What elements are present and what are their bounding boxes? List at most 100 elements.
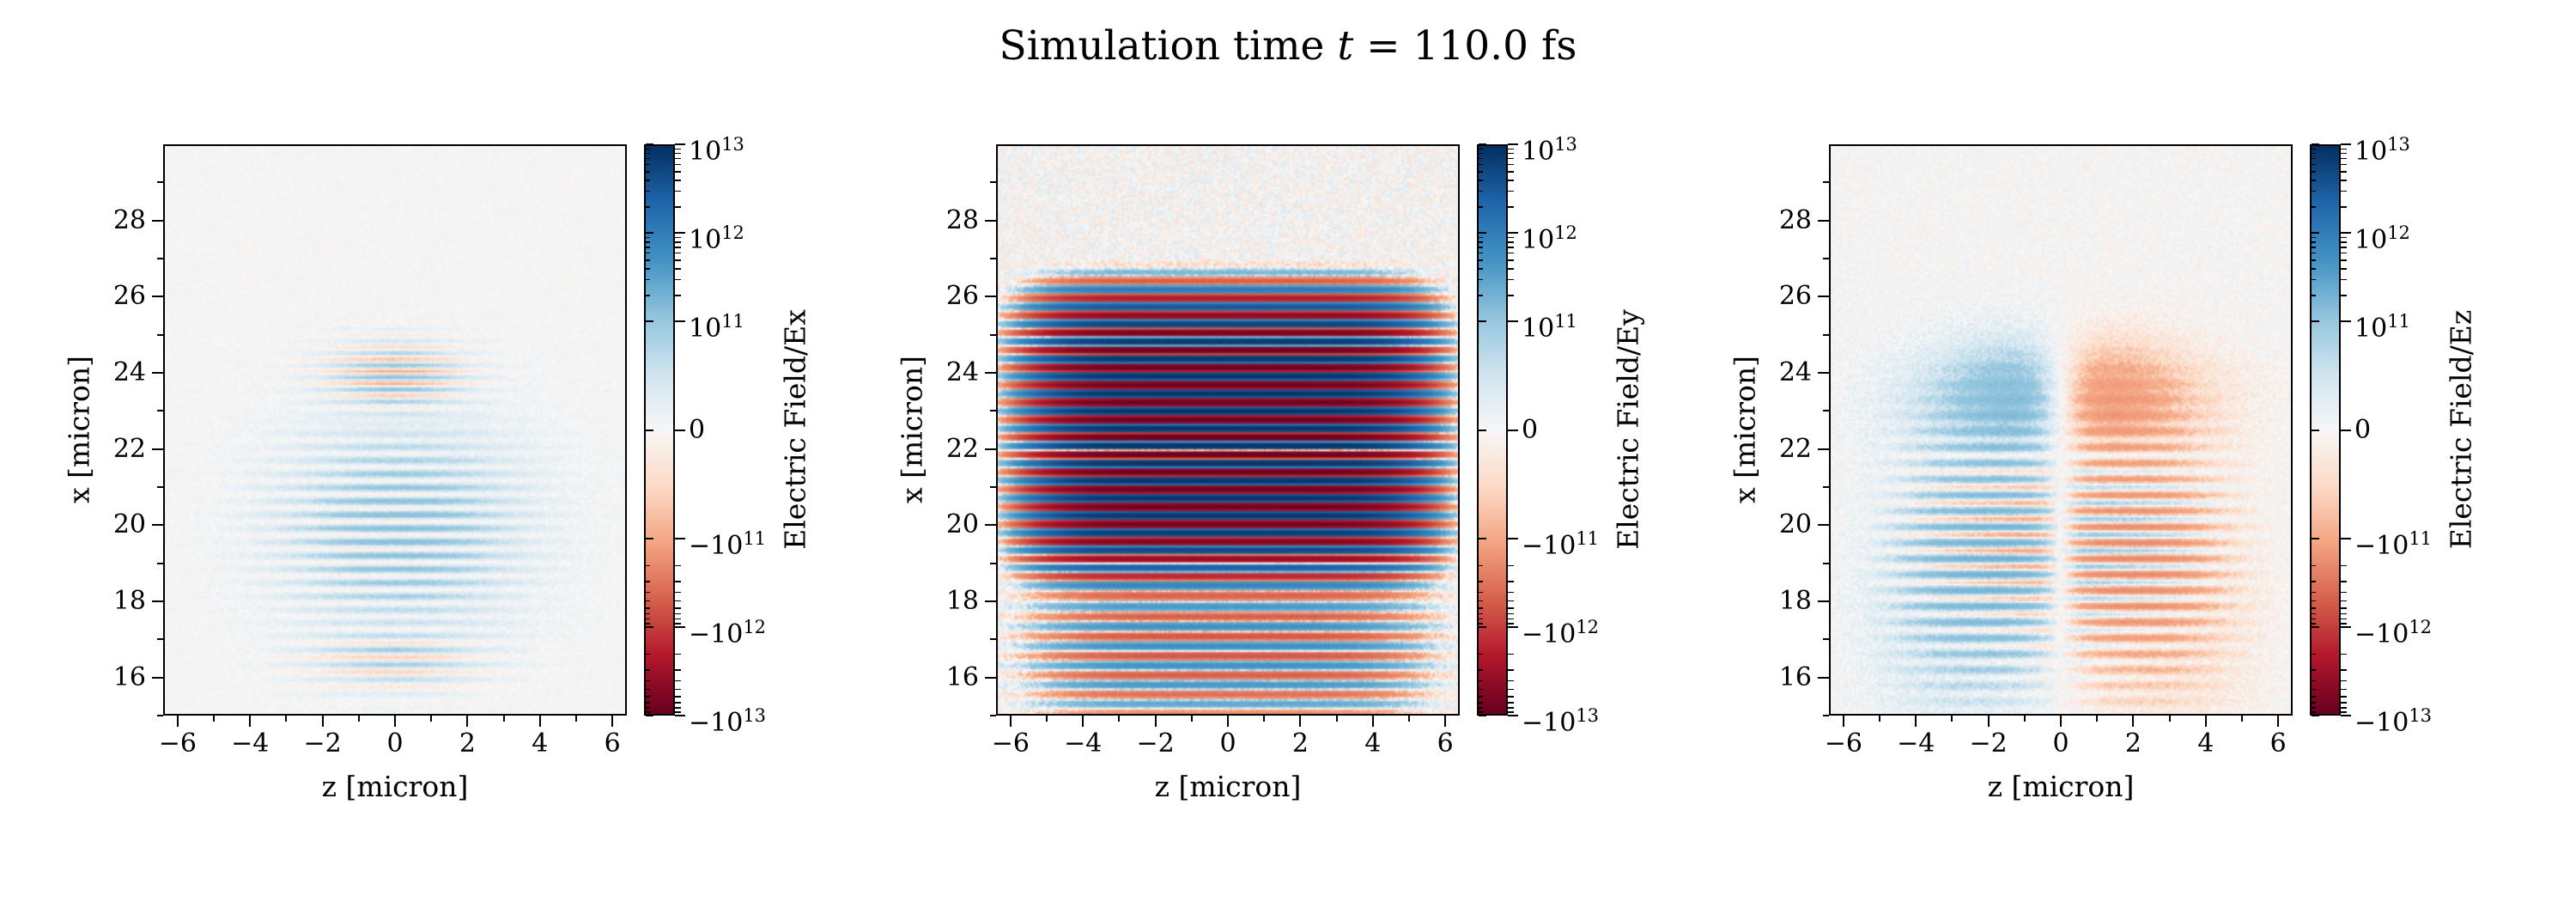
cbar-tick-minor <box>675 253 681 254</box>
y-tick-label: 28 <box>850 205 979 236</box>
cbar-tick-major <box>2341 626 2351 628</box>
cbar-tick-minor <box>2341 237 2347 239</box>
x-tick-minor <box>2096 716 2098 722</box>
y-tick-major <box>1818 600 1829 602</box>
y-tick-major <box>985 372 996 374</box>
cbar-tick-minor <box>1508 253 1514 254</box>
x-tick-minor <box>285 716 287 722</box>
x-tick-minor <box>1408 716 1410 722</box>
x-tick-major <box>177 716 179 727</box>
colorbar-ez <box>2310 144 2341 716</box>
y-tick-major <box>1818 677 1829 679</box>
x-tick-major <box>1444 716 1446 727</box>
x-tick-minor <box>430 716 432 722</box>
cbar-tick-major <box>2341 320 2351 322</box>
cbar-tick-minor <box>2341 607 2347 609</box>
x-tick-label: −6 <box>159 728 197 759</box>
x-tick-major <box>249 716 251 727</box>
y-tick-major <box>985 600 996 602</box>
cbar-tick-major <box>675 320 685 322</box>
x-tick-major <box>1299 716 1301 727</box>
x-tick-major <box>1010 716 1012 727</box>
y-tick-major <box>985 220 996 222</box>
colorbar-label: Electric Field/Ez <box>2445 310 2478 549</box>
y-tick-minor <box>990 258 996 259</box>
cbar-tick-minor <box>675 669 681 671</box>
y-tick-minor <box>990 181 996 183</box>
y-tick-minor <box>990 410 996 411</box>
cbar-tick-minor <box>2341 164 2347 166</box>
cbar-tick-minor <box>2341 696 2347 698</box>
y-tick-major <box>152 600 163 602</box>
y-tick-minor <box>1823 715 1829 716</box>
cbar-tick-minor <box>1508 600 1514 602</box>
y-tick-minor <box>157 334 163 336</box>
y-tick-major <box>152 296 163 297</box>
y-tick-minor <box>990 638 996 640</box>
x-tick-label: −2 <box>304 728 342 759</box>
cbar-tick-label: 1012 <box>2354 217 2410 256</box>
figure: Simulation time t = 110.0 fs x [micron] … <box>0 0 2576 902</box>
y-tick-major <box>1818 524 1829 526</box>
x-tick-minor <box>2169 716 2171 722</box>
y-tick-minor <box>157 638 163 640</box>
cbar-tick-minor <box>675 654 681 655</box>
y-tick-major <box>985 296 996 297</box>
cbar-tick-major <box>2341 430 2351 431</box>
cbar-tick-exponent: 12 <box>2409 617 2432 637</box>
cbar-tick-minor <box>2341 206 2347 208</box>
x-tick-major <box>466 716 468 727</box>
x-tick-minor <box>213 716 215 722</box>
cbar-tick-major <box>675 232 685 234</box>
cbar-tick-minor <box>2341 711 2347 713</box>
y-tick-major <box>152 524 163 526</box>
cbar-tick-exponent: 13 <box>1576 705 1599 726</box>
cbar-tick-minor <box>2341 702 2347 704</box>
x-tick-label: −4 <box>231 728 269 759</box>
y-tick-label: 16 <box>1683 662 1812 693</box>
cbar-tick-label: −1013 <box>1522 700 1599 739</box>
cbar-tick-minor <box>2341 253 2347 254</box>
cbar-tick-major <box>2341 715 2351 716</box>
colorbar-label: Electric Field/Ey <box>1612 309 1645 550</box>
heatmap-ex <box>163 144 627 716</box>
colorbar-label: Electric Field/Ex <box>779 309 812 550</box>
y-tick-minor <box>990 715 996 716</box>
y-tick-minor <box>157 486 163 488</box>
cbar-tick-minor <box>1508 268 1514 270</box>
cbar-tick-minor <box>675 689 681 691</box>
colorbar-ey <box>1477 144 1508 716</box>
cbar-tick-exponent: 12 <box>1554 222 1577 243</box>
y-tick-minor <box>1823 486 1829 488</box>
y-tick-minor <box>157 258 163 259</box>
x-tick-label: 0 <box>1219 728 1236 759</box>
y-tick-minor <box>990 486 996 488</box>
y-tick-label: 26 <box>1683 281 1812 312</box>
x-tick-label: −4 <box>1064 728 1102 759</box>
cbar-tick-major <box>1508 430 1518 431</box>
cbar-tick-label: −1012 <box>1522 612 1599 650</box>
x-tick-major <box>394 716 396 727</box>
cbar-tick-minor <box>675 565 681 567</box>
cbar-tick-minor <box>2341 191 2347 192</box>
x-tick-label: 6 <box>1437 728 1454 759</box>
cbar-tick-exponent: 13 <box>743 705 766 726</box>
cbar-tick-major <box>1508 626 1518 628</box>
cbar-tick-major <box>675 626 685 628</box>
cbar-tick-minor <box>675 259 681 261</box>
cbar-tick-minor <box>1508 164 1514 166</box>
cbar-tick-minor <box>1508 707 1514 709</box>
cbar-tick-minor <box>675 247 681 248</box>
cbar-tick-minor <box>2341 295 2347 296</box>
y-tick-label: 18 <box>1683 586 1812 617</box>
cbar-tick-minor <box>2341 623 2347 625</box>
cbar-tick-label: 1012 <box>1522 217 1577 256</box>
cbar-tick-exponent: 13 <box>1554 134 1577 155</box>
cbar-tick-label: 0 <box>689 415 705 446</box>
cbar-tick-minor <box>1508 613 1514 615</box>
cbar-tick-exponent: 11 <box>743 528 766 549</box>
x-tick-major <box>1082 716 1084 727</box>
x-tick-major <box>1915 716 1917 727</box>
x-tick-minor <box>2024 716 2026 722</box>
cbar-tick-minor <box>1508 689 1514 691</box>
